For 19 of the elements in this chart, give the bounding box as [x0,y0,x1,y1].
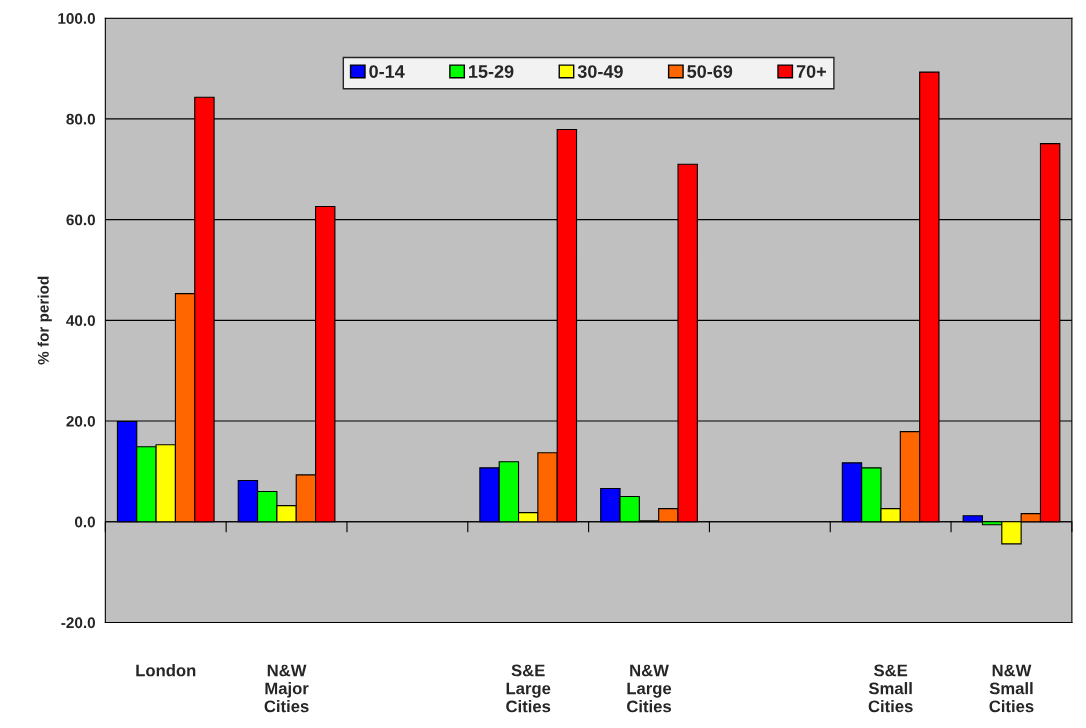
y-tick-label: 0.0 [74,516,95,528]
y-tick-label: -20.0 [61,617,95,629]
y-tick-label: 60.0 [66,214,95,226]
legend-label: 30-49 [577,65,623,78]
x-tick-label: N&W Large Cities [627,664,672,713]
y-tick-label: 20.0 [66,415,95,427]
x-tick-label: N&W Small Cities [989,664,1034,713]
y-tick-label: 80.0 [66,113,95,125]
y-axis-title: % for period [37,276,52,365]
legend-label: 50-69 [687,65,733,78]
x-tick-label: S&E Small Cities [868,664,913,713]
legend-label: 0-14 [369,65,405,78]
x-tick-label: S&E Large Cities [506,664,551,713]
legend-label: 15-29 [469,65,514,78]
x-tick-label: London [136,664,196,677]
y-tick-label: 100.0 [58,13,95,24]
x-tick-label: N&W Major Cities [264,664,309,713]
y-tick-label: 40.0 [66,315,95,327]
legend-label: 70+ [796,65,826,78]
